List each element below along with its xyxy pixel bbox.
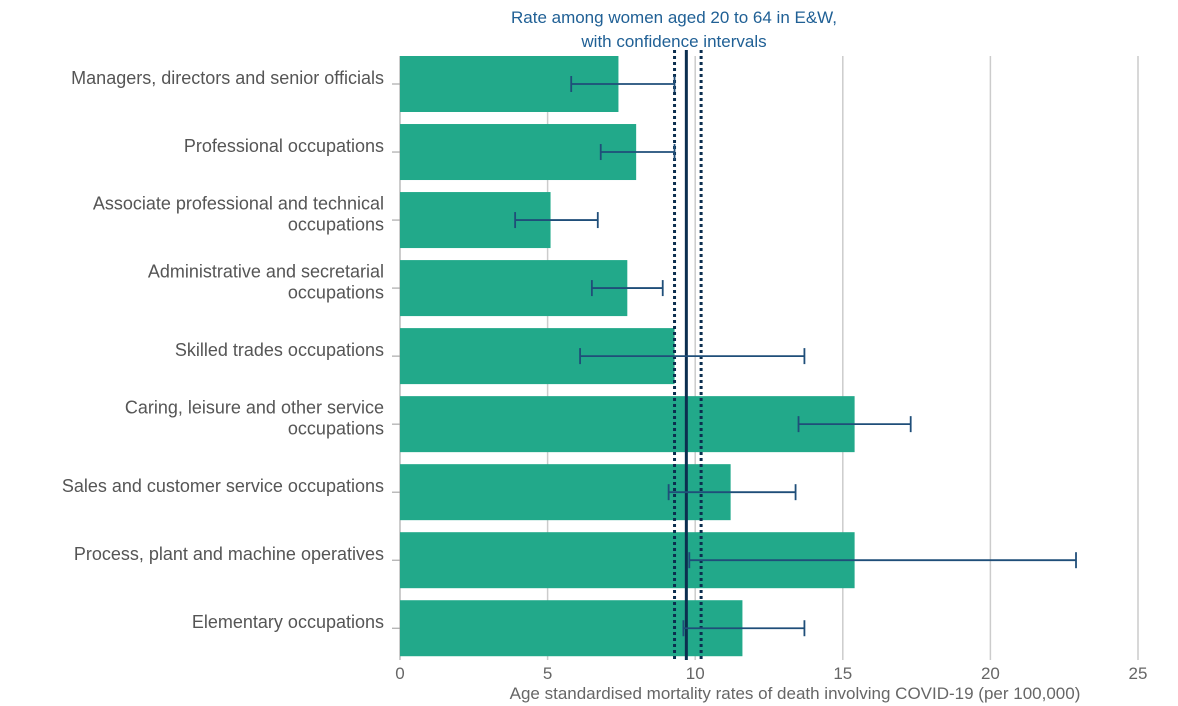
reference-label-line-1: Rate among women aged 20 to 64 in E&W, <box>511 8 837 27</box>
x-axis-title: Age standardised mortality rates of deat… <box>510 684 1081 703</box>
bar <box>400 396 855 453</box>
x-tick-label: 25 <box>1129 664 1148 683</box>
category-label: occupations <box>288 419 384 439</box>
bar <box>400 260 628 317</box>
category-label: Sales and customer service occupations <box>62 476 384 496</box>
category-label: Managers, directors and senior officials <box>71 68 384 88</box>
reference-label-line-2: with confidence intervals <box>580 32 766 51</box>
x-tick-label: 5 <box>543 664 552 683</box>
category-labels: Managers, directors and senior officials… <box>62 68 400 632</box>
category-label: Skilled trades occupations <box>175 340 384 360</box>
category-label: Caring, leisure and other service <box>125 398 384 418</box>
category-label: Process, plant and machine operatives <box>74 544 384 564</box>
category-label: occupations <box>288 215 384 235</box>
category-label: Administrative and secretarial <box>148 262 384 282</box>
error-bars <box>514 76 1077 637</box>
x-tick-label: 10 <box>686 664 705 683</box>
category-label: occupations <box>288 283 384 303</box>
bar <box>400 124 637 181</box>
reference-lines <box>673 50 703 660</box>
category-label: Elementary occupations <box>192 612 384 632</box>
x-tick-label: 0 <box>395 664 404 683</box>
category-label: Professional occupations <box>184 136 384 156</box>
x-tick-label: 20 <box>981 664 1000 683</box>
x-tick-labels: 0 5 10 15 20 25 <box>395 664 1147 683</box>
category-label: Associate professional and technical <box>93 194 384 214</box>
bars <box>400 56 855 657</box>
x-tick-label: 15 <box>833 664 852 683</box>
